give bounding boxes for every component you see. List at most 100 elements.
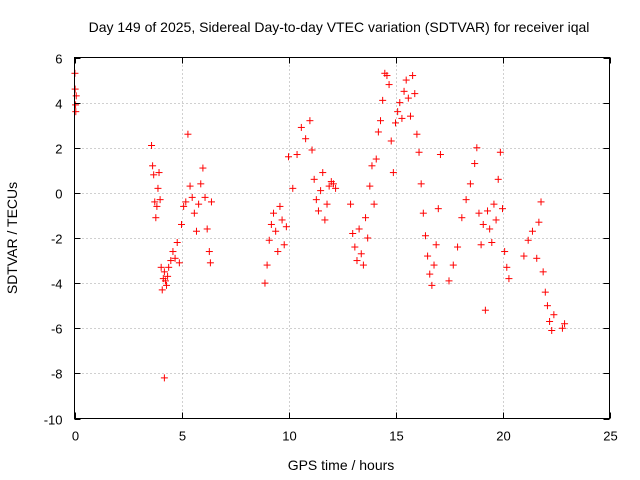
y-tick-label: -10: [44, 413, 63, 428]
data-point: [558, 324, 566, 332]
data-point: [462, 196, 470, 204]
data-point: [426, 270, 434, 278]
data-point: [160, 374, 168, 382]
y-tick-label: -8: [51, 367, 63, 382]
data-point: [323, 200, 331, 208]
data-point: [396, 99, 404, 107]
data-point: [293, 151, 301, 159]
data-point: [357, 250, 365, 258]
chart-title: Day 149 of 2025, Sidereal Day-to-day VTE…: [89, 19, 590, 35]
data-point: [173, 239, 181, 247]
grid-lines: [74, 57, 610, 419]
y-tick-label: 6: [55, 52, 62, 67]
data-point: [71, 85, 79, 93]
data-point: [206, 259, 214, 267]
data-point: [272, 227, 280, 235]
data-point: [207, 198, 215, 206]
data-point: [347, 200, 355, 208]
data-point: [188, 193, 196, 201]
y-axis-label: SDTVAR / TECUs: [4, 182, 20, 294]
data-point: [151, 198, 159, 206]
y-tick-label: 0: [55, 187, 62, 202]
data-point: [445, 277, 453, 285]
data-point: [205, 248, 213, 256]
data-point: [312, 196, 320, 204]
x-tick-label: 20: [496, 429, 510, 444]
data-point: [368, 162, 376, 170]
data-point: [325, 182, 333, 190]
y-tick-label: 4: [55, 97, 62, 112]
data-point: [479, 220, 487, 228]
data-point: [404, 94, 412, 102]
data-point: [475, 209, 483, 217]
data-point: [308, 146, 316, 154]
data-point: [449, 261, 457, 269]
y-tick-label: -6: [51, 322, 63, 337]
data-point: [370, 200, 378, 208]
data-point: [150, 171, 158, 179]
data-point: [164, 272, 172, 280]
data-point: [314, 207, 322, 215]
data-point: [543, 302, 551, 310]
data-point: [321, 216, 329, 224]
data-point: [163, 281, 171, 289]
x-tick-label: 15: [389, 429, 403, 444]
data-point: [182, 198, 190, 206]
data-point: [499, 205, 506, 213]
data-point: [184, 130, 192, 138]
data-point: [278, 216, 286, 224]
x-tick-label: 25: [603, 429, 617, 444]
data-point: [486, 225, 494, 233]
data-point: [190, 209, 198, 217]
data-point: [329, 180, 337, 188]
data-point: [501, 248, 509, 256]
data-point: [424, 252, 432, 260]
data-point: [488, 239, 496, 247]
data-point: [383, 72, 391, 80]
data-point: [394, 108, 402, 116]
data-point: [458, 214, 466, 222]
data-point: [421, 232, 429, 240]
data-point: [72, 101, 80, 109]
data-point: [430, 261, 438, 269]
data-point: [72, 108, 80, 116]
data-point: [419, 209, 427, 217]
data-point: [417, 180, 425, 188]
data-point: [392, 119, 399, 127]
data-point: [199, 164, 207, 172]
data-point: [477, 241, 485, 249]
data-point: [285, 153, 292, 161]
data-point: [548, 327, 556, 335]
data-point: [496, 148, 504, 156]
data-point: [374, 128, 382, 136]
data-point: [520, 252, 528, 260]
data-point: [362, 214, 370, 222]
data-point: [180, 202, 188, 210]
data-point: [192, 227, 200, 235]
data-point: [270, 209, 278, 217]
data-point: [466, 180, 474, 188]
data-point: [153, 202, 161, 210]
data-point: [524, 236, 532, 244]
data-point: [332, 184, 340, 192]
data-point: [319, 169, 327, 177]
data-point: [178, 220, 185, 228]
data-point: [387, 137, 395, 145]
x-axis-label: GPS time / hours: [288, 457, 395, 473]
data-point: [160, 268, 168, 276]
data-point: [503, 263, 511, 271]
data-point: [201, 193, 209, 201]
data-point: [398, 114, 406, 122]
data-point: [154, 184, 162, 192]
y-tick-label: 2: [55, 142, 62, 157]
data-point: [434, 205, 442, 213]
data-point: [533, 254, 541, 262]
data-point: [263, 261, 271, 269]
data-point: [203, 225, 211, 233]
data-point: [471, 160, 479, 168]
data-point: [539, 268, 547, 276]
data-point: [406, 112, 414, 120]
data-point: [306, 117, 314, 125]
data-point: [528, 227, 536, 235]
data-point: [282, 223, 290, 231]
